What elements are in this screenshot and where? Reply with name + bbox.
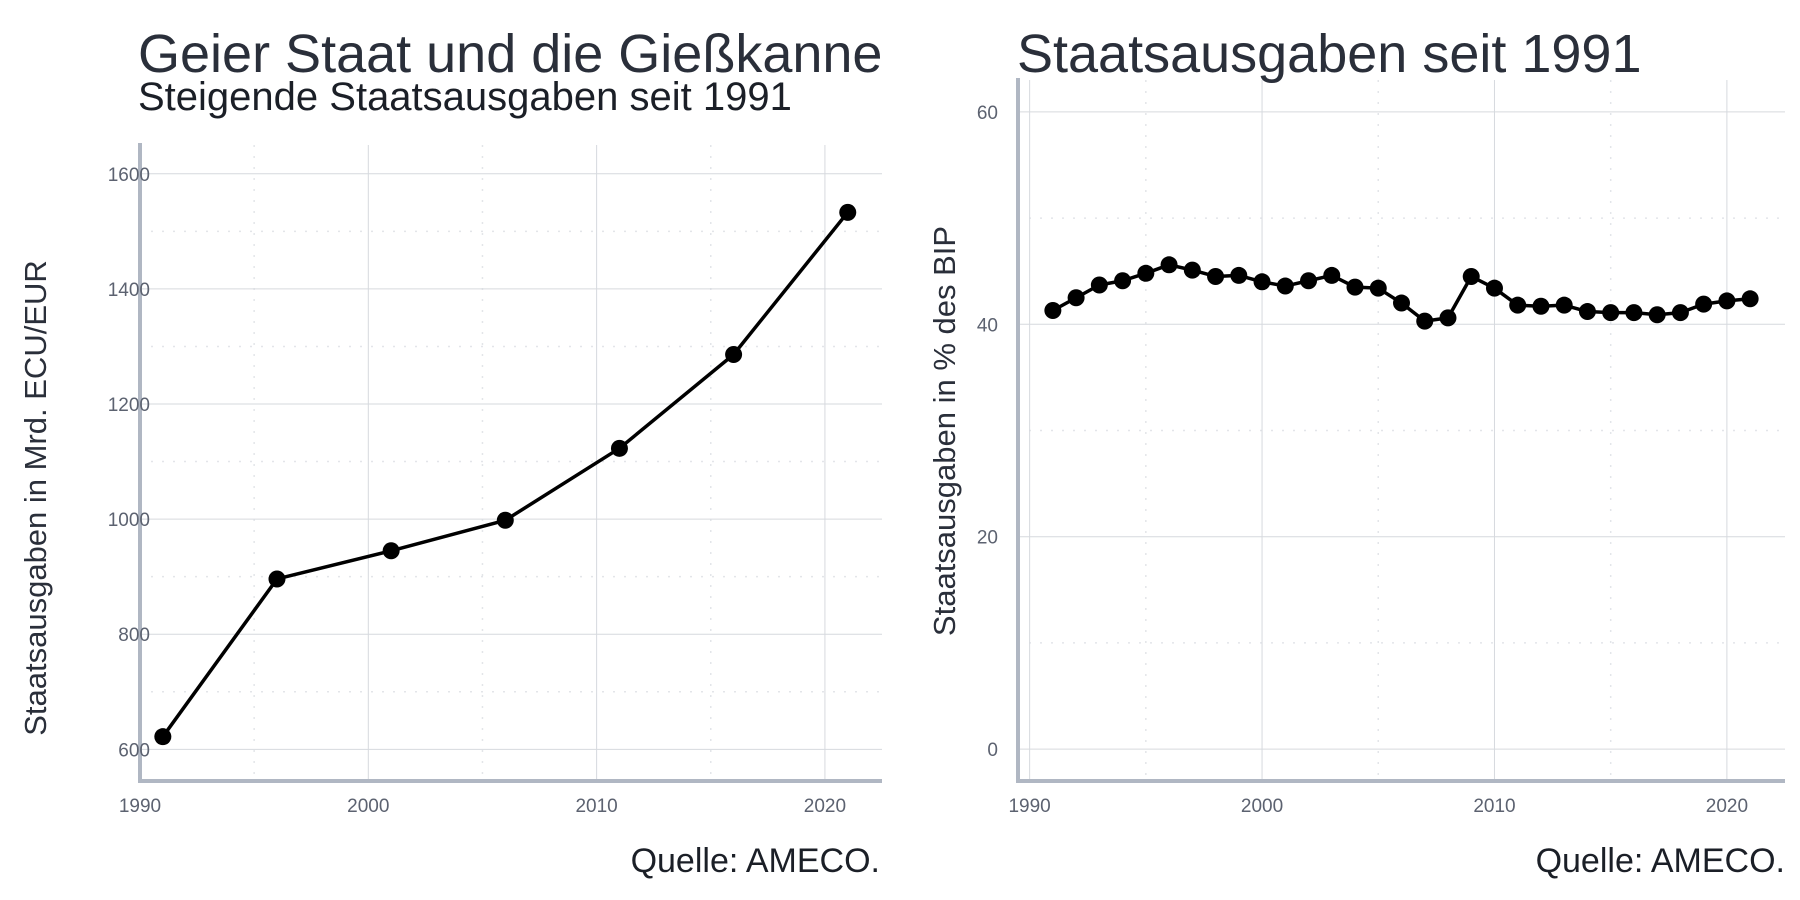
data-point (1346, 278, 1364, 296)
data-point (1416, 312, 1434, 330)
chart-title: Staatsausgaben seit 1991 (1017, 24, 1641, 84)
y-axis-label: Staatsausgaben in % des BIP (927, 226, 962, 636)
axes (1016, 78, 1785, 783)
series-line (161, 211, 850, 738)
y-tick-label: 1400 (108, 280, 150, 301)
y-axis-label: Staatsausgaben in Mrd. ECU/EUR (18, 260, 53, 736)
data-point (382, 542, 400, 560)
chart-panel-right: Staatsausgaben seit 1991 Staatsausgaben … (927, 24, 1785, 880)
grid (1018, 80, 1785, 781)
data-point (1718, 292, 1736, 310)
grid (139, 145, 882, 781)
chart-subtitle: Steigende Staatsausgaben seit 1991 (138, 75, 792, 119)
data-point (1114, 272, 1132, 290)
chart-title: Geier Staat und die Gießkanne (138, 24, 882, 84)
y-tick-label: 60 (977, 103, 998, 124)
data-point (1741, 290, 1759, 308)
chart-caption: Quelle: AMECO. (1536, 842, 1785, 880)
data-series (154, 203, 857, 746)
x-tick-label: 2000 (347, 796, 389, 817)
y-tick-label: 0 (987, 740, 998, 761)
data-point (725, 346, 743, 364)
x-tick-label: 2010 (575, 796, 617, 817)
data-series (1044, 256, 1759, 330)
axes (138, 143, 882, 783)
data-point (1207, 267, 1225, 285)
data-point (1578, 303, 1596, 321)
chart-caption: Quelle: AMECO. (631, 842, 880, 880)
data-point (1160, 256, 1178, 274)
data-point (1439, 309, 1457, 327)
x-tick-label: 1990 (119, 796, 161, 817)
data-point (1183, 261, 1201, 279)
y-tick-label: 600 (118, 740, 150, 761)
data-point (1253, 273, 1271, 291)
data-point (1509, 296, 1527, 314)
data-point (154, 728, 172, 746)
y-tick-label: 800 (118, 625, 150, 646)
y-tick-label: 1000 (108, 510, 150, 531)
data-point (1230, 266, 1248, 284)
tick-labels: 1990 2000 2010 2020 0 20 40 60 (977, 103, 1748, 817)
x-tick-label: 2020 (804, 796, 846, 817)
data-point (1137, 264, 1155, 282)
tick-labels: 1990 2000 2010 2020 600 800 1000 1200 1400 1600 (108, 165, 846, 817)
data-point (1067, 289, 1085, 307)
data-point (1044, 301, 1062, 319)
y-tick-label: 20 (977, 528, 998, 549)
data-point (1485, 279, 1503, 297)
data-point (1555, 296, 1573, 314)
data-point (1393, 294, 1410, 312)
y-tick-label: 1200 (108, 395, 150, 416)
data-point (1695, 295, 1713, 313)
data-point (496, 511, 514, 529)
data-point (839, 203, 857, 221)
data-point (1462, 267, 1480, 285)
y-tick-label: 40 (977, 315, 998, 336)
data-point (1648, 306, 1666, 324)
y-tick-label: 1600 (108, 165, 150, 186)
data-point (1625, 304, 1643, 322)
data-point (1090, 276, 1108, 294)
x-tick-label: 2000 (1241, 796, 1283, 817)
data-point (1300, 272, 1318, 290)
chart-panel-left: Geier Staat und die Gießkanne Steigende … (18, 24, 882, 880)
data-point (610, 439, 628, 457)
x-tick-label: 1990 (1008, 796, 1050, 817)
data-point (1276, 277, 1294, 295)
data-point (1369, 279, 1387, 297)
data-point (1323, 266, 1341, 284)
x-tick-label: 2010 (1473, 796, 1515, 817)
data-point (1671, 304, 1689, 322)
x-tick-label: 2020 (1706, 796, 1748, 817)
series-line (1052, 263, 1751, 323)
data-point (1532, 297, 1550, 315)
data-point (1602, 304, 1620, 322)
data-point (268, 570, 286, 588)
